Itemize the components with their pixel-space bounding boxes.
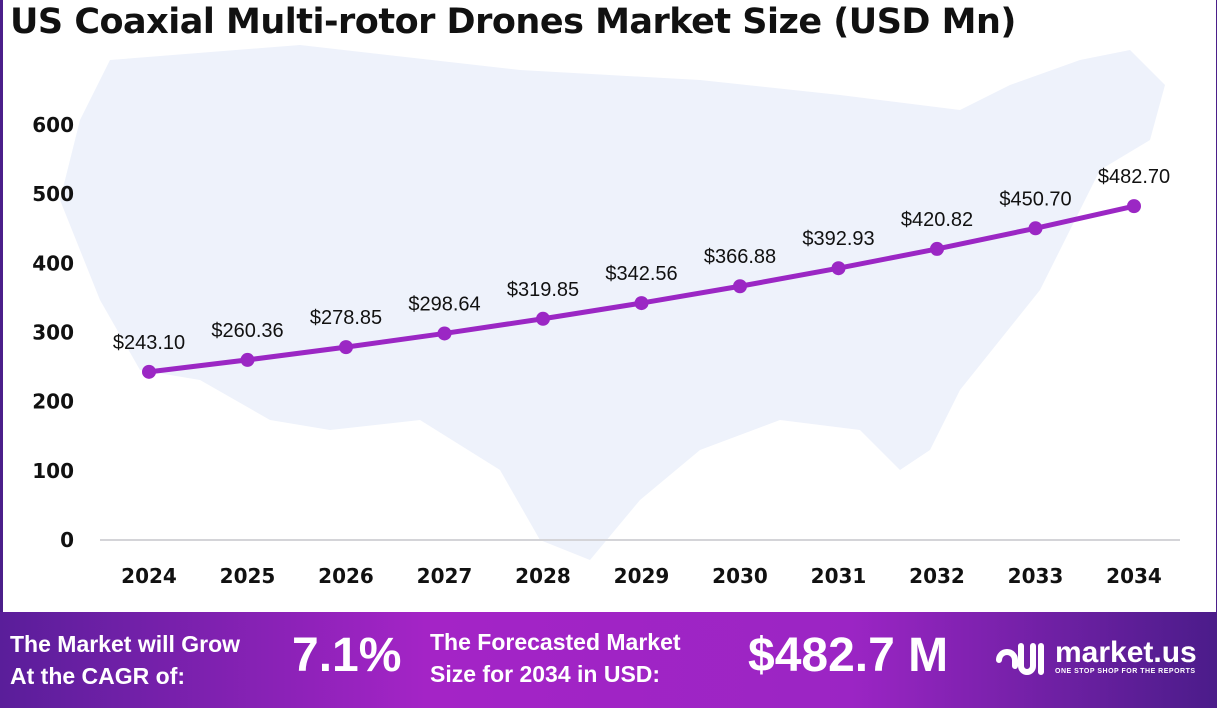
x-tick-label: 2031 — [811, 564, 867, 588]
data-label: $342.56 — [605, 263, 677, 285]
data-point — [634, 296, 649, 311]
cagr-value: 7.1% — [292, 629, 402, 682]
cagr-label-line1: The Market will Grow — [10, 631, 241, 657]
data-point — [437, 326, 452, 341]
forecast-label-line2: Size for 2034 in USD: — [430, 661, 661, 687]
logo-name: market.us — [1055, 635, 1197, 669]
data-label: $319.85 — [507, 279, 579, 301]
x-tick-label: 2034 — [1106, 564, 1162, 588]
y-tick-label: 100 — [32, 459, 74, 483]
forecast-label-line1: The Forecasted Market — [430, 629, 681, 655]
data-label: $298.64 — [408, 293, 480, 315]
y-tick-label: 200 — [32, 390, 74, 414]
logo-icon — [996, 643, 1044, 675]
line-chart: 0 100 200 300 400 500 600 2024 2025 2026 2027 2028… — [32, 45, 1180, 588]
data-point — [339, 340, 353, 355]
cagr-label-line2: At the CAGR of: — [10, 663, 186, 689]
data-label: $243.10 — [113, 332, 185, 354]
data-label: $278.85 — [310, 307, 382, 329]
data-point — [930, 241, 944, 256]
y-tick-label: 400 — [32, 251, 74, 275]
data-point — [536, 311, 550, 326]
cagr-label: The Market will Grow At the CAGR of: — [10, 628, 240, 692]
data-point — [240, 352, 255, 367]
data-point — [733, 279, 747, 294]
data-point — [1028, 221, 1043, 236]
x-tick-label: 2032 — [909, 564, 965, 588]
data-point — [1127, 199, 1141, 214]
x-tick-label: 2030 — [712, 564, 768, 588]
x-tick-label: 2033 — [1008, 564, 1064, 588]
data-label: $392.93 — [802, 228, 874, 250]
us-map-background — [60, 45, 1165, 560]
forecast-label: The Forecasted Market Size for 2034 in U… — [430, 626, 681, 690]
data-point — [142, 364, 156, 379]
forecast-value: $482.7 M — [748, 629, 949, 682]
x-tick-label: 2027 — [417, 564, 473, 588]
y-tick-label: 600 — [32, 113, 74, 137]
y-tick-label: 300 — [32, 321, 74, 345]
data-label: $482.70 — [1098, 166, 1170, 188]
data-label: $366.88 — [704, 246, 776, 268]
data-label: $420.82 — [901, 209, 973, 231]
market-us-logo: market.us ONE STOP SHOP FOR THE REPORTS — [995, 634, 1197, 678]
y-tick-label: 0 — [60, 528, 74, 552]
y-tick-label: 500 — [32, 182, 74, 206]
x-tick-label: 2028 — [515, 564, 571, 588]
logo-tagline: ONE STOP SHOP FOR THE REPORTS — [1055, 667, 1196, 675]
summary-banner: The Market will Grow At the CAGR of: 7.1… — [0, 612, 1217, 708]
data-label: $260.36 — [211, 320, 283, 342]
x-tick-label: 2025 — [220, 564, 276, 588]
data-point — [831, 261, 846, 276]
x-tick-label: 2024 — [121, 564, 177, 588]
x-tick-label: 2026 — [318, 564, 374, 588]
chart-title: US Coaxial Multi-rotor Drones Market Siz… — [10, 2, 1016, 42]
data-label: $450.70 — [999, 188, 1071, 210]
x-tick-label: 2029 — [614, 564, 670, 588]
